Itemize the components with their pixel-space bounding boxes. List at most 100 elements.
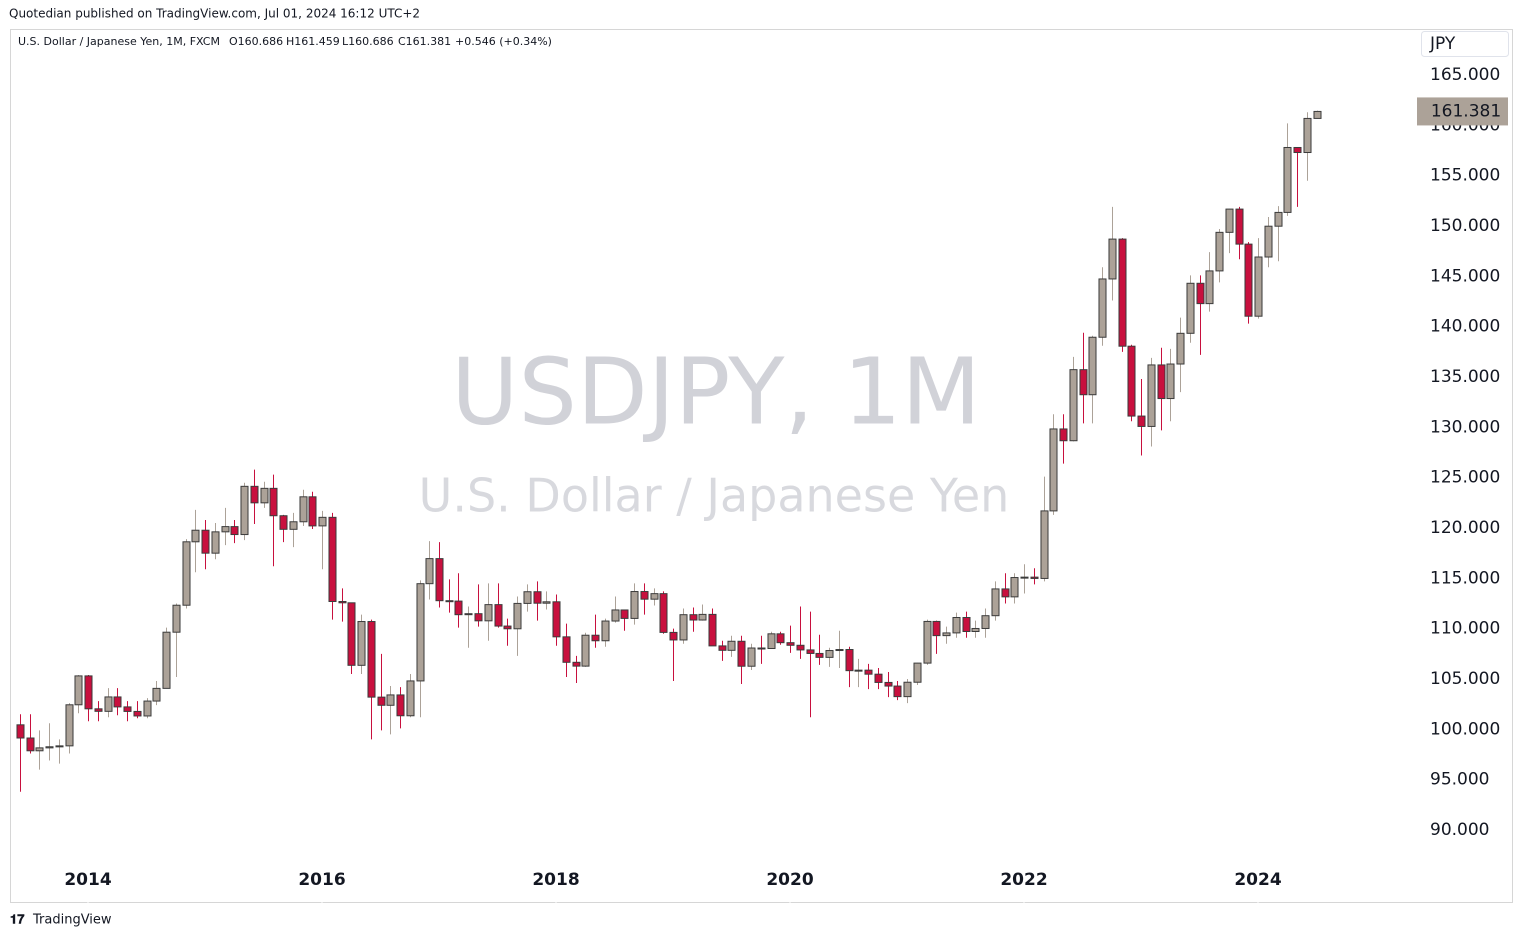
- y-tick-label: 115.000: [1430, 568, 1500, 588]
- watermark-name: U.S. Dollar / Japanese Yen: [419, 469, 1010, 523]
- candle-body: [308, 496, 317, 527]
- y-tick-label: 130.000: [1430, 417, 1500, 437]
- candle-body: [1079, 369, 1088, 396]
- logo-mark: 𝟏𝟕: [10, 913, 25, 928]
- candle-body: [357, 621, 366, 666]
- candle-body: [1283, 146, 1292, 213]
- candle-body: [864, 669, 873, 675]
- candle-body: [152, 687, 161, 702]
- y-tick-label: 125.000: [1430, 468, 1500, 488]
- candle-body: [1108, 238, 1117, 280]
- x-tick-label: 2020: [766, 870, 813, 890]
- currency[interactable]: JPY: [1429, 34, 1456, 54]
- candle-body: [981, 615, 990, 629]
- candle-body: [328, 516, 337, 602]
- candle-body: [240, 485, 249, 536]
- legend-open: O160.686: [229, 35, 283, 48]
- candle-body: [182, 541, 191, 606]
- candle-body: [474, 613, 483, 622]
- legend-change: +0.546 (+0.34%): [455, 35, 552, 48]
- candle-body: [503, 625, 512, 630]
- y-tick-label: 100.000: [1430, 719, 1500, 739]
- candle-body: [464, 613, 473, 616]
- candle-body: [1147, 364, 1156, 427]
- candle-body: [123, 706, 132, 712]
- candle-body: [1157, 364, 1166, 400]
- y-tick-label: 155.000: [1430, 166, 1500, 186]
- x-tick-label: 2024: [1234, 870, 1281, 890]
- candle-body: [786, 642, 795, 646]
- candle-body: [913, 662, 922, 683]
- candle-body: [893, 685, 902, 698]
- candle-body: [1166, 363, 1175, 400]
- candle-body: [1244, 243, 1253, 317]
- candle-body: [416, 583, 425, 682]
- currency-button[interactable]: [1421, 31, 1509, 57]
- candle-body: [542, 601, 551, 604]
- candle-body: [84, 675, 93, 710]
- candle-body: [1205, 270, 1214, 305]
- candle-body: [572, 661, 581, 667]
- candle-body: [1176, 332, 1185, 365]
- candle-body: [718, 645, 727, 651]
- x-tick-label: 2022: [1000, 870, 1047, 890]
- candle-body: [962, 617, 971, 632]
- candle-body: [669, 631, 678, 641]
- candle-body: [1264, 225, 1273, 258]
- candle-body: [1049, 428, 1058, 512]
- candle-body: [1274, 211, 1283, 227]
- candle-body: [143, 700, 152, 717]
- candle-body: [727, 640, 736, 651]
- y-tick-label: 145.000: [1430, 266, 1500, 286]
- candle-body: [1137, 415, 1146, 427]
- candle-body: [581, 634, 590, 667]
- candle-body: [1010, 577, 1019, 598]
- candle-body: [425, 558, 434, 585]
- candle-body: [269, 487, 278, 517]
- candle-body: [299, 496, 308, 523]
- candle-body: [835, 649, 844, 652]
- candle-body: [679, 614, 688, 641]
- candle-body: [1293, 146, 1302, 154]
- x-tick-label: 2014: [64, 870, 111, 890]
- candle-body: [211, 531, 220, 554]
- candle-body: [104, 696, 113, 712]
- candle-body: [279, 515, 288, 530]
- candle-body: [367, 621, 376, 698]
- candle-body: [923, 620, 932, 664]
- candle-body: [162, 631, 171, 689]
- last-price-box: [1417, 97, 1508, 126]
- candle-body: [1215, 231, 1224, 272]
- candle-body: [874, 673, 883, 683]
- candle-body: [406, 680, 415, 717]
- candle-body: [377, 696, 386, 706]
- y-tick-label: 110.000: [1430, 619, 1500, 639]
- candle-body: [338, 600, 347, 604]
- candle-body: [172, 604, 181, 633]
- candle-body: [523, 591, 532, 604]
- candle-body: [513, 602, 522, 630]
- candle-body: [1118, 238, 1127, 347]
- candle-body: [1254, 256, 1263, 317]
- candle-body: [318, 516, 327, 527]
- candle-body: [952, 617, 961, 634]
- candle-body: [854, 669, 863, 672]
- plot: 165.000160.000155.000150.000145.000140.0…: [16, 65, 1500, 903]
- candle-body: [484, 604, 493, 622]
- candle-body: [689, 614, 698, 621]
- legend-close: C161.381: [398, 35, 451, 48]
- candle-body: [1098, 278, 1107, 338]
- candle-body: [1235, 208, 1244, 245]
- y-tick-label: 90.000: [1430, 820, 1489, 840]
- candle-body: [230, 526, 239, 536]
- candle-body: [815, 652, 824, 658]
- candle-body: [74, 675, 83, 706]
- legend-low: L160.686: [342, 35, 394, 48]
- chart-frame: [10, 29, 1513, 903]
- candle-body: [435, 558, 444, 602]
- candle-body: [1196, 282, 1205, 305]
- y-tick-label: 95.000: [1430, 770, 1489, 790]
- candle-body: [260, 487, 269, 504]
- candle-body: [201, 529, 210, 554]
- x-tick-label: 2016: [298, 870, 345, 890]
